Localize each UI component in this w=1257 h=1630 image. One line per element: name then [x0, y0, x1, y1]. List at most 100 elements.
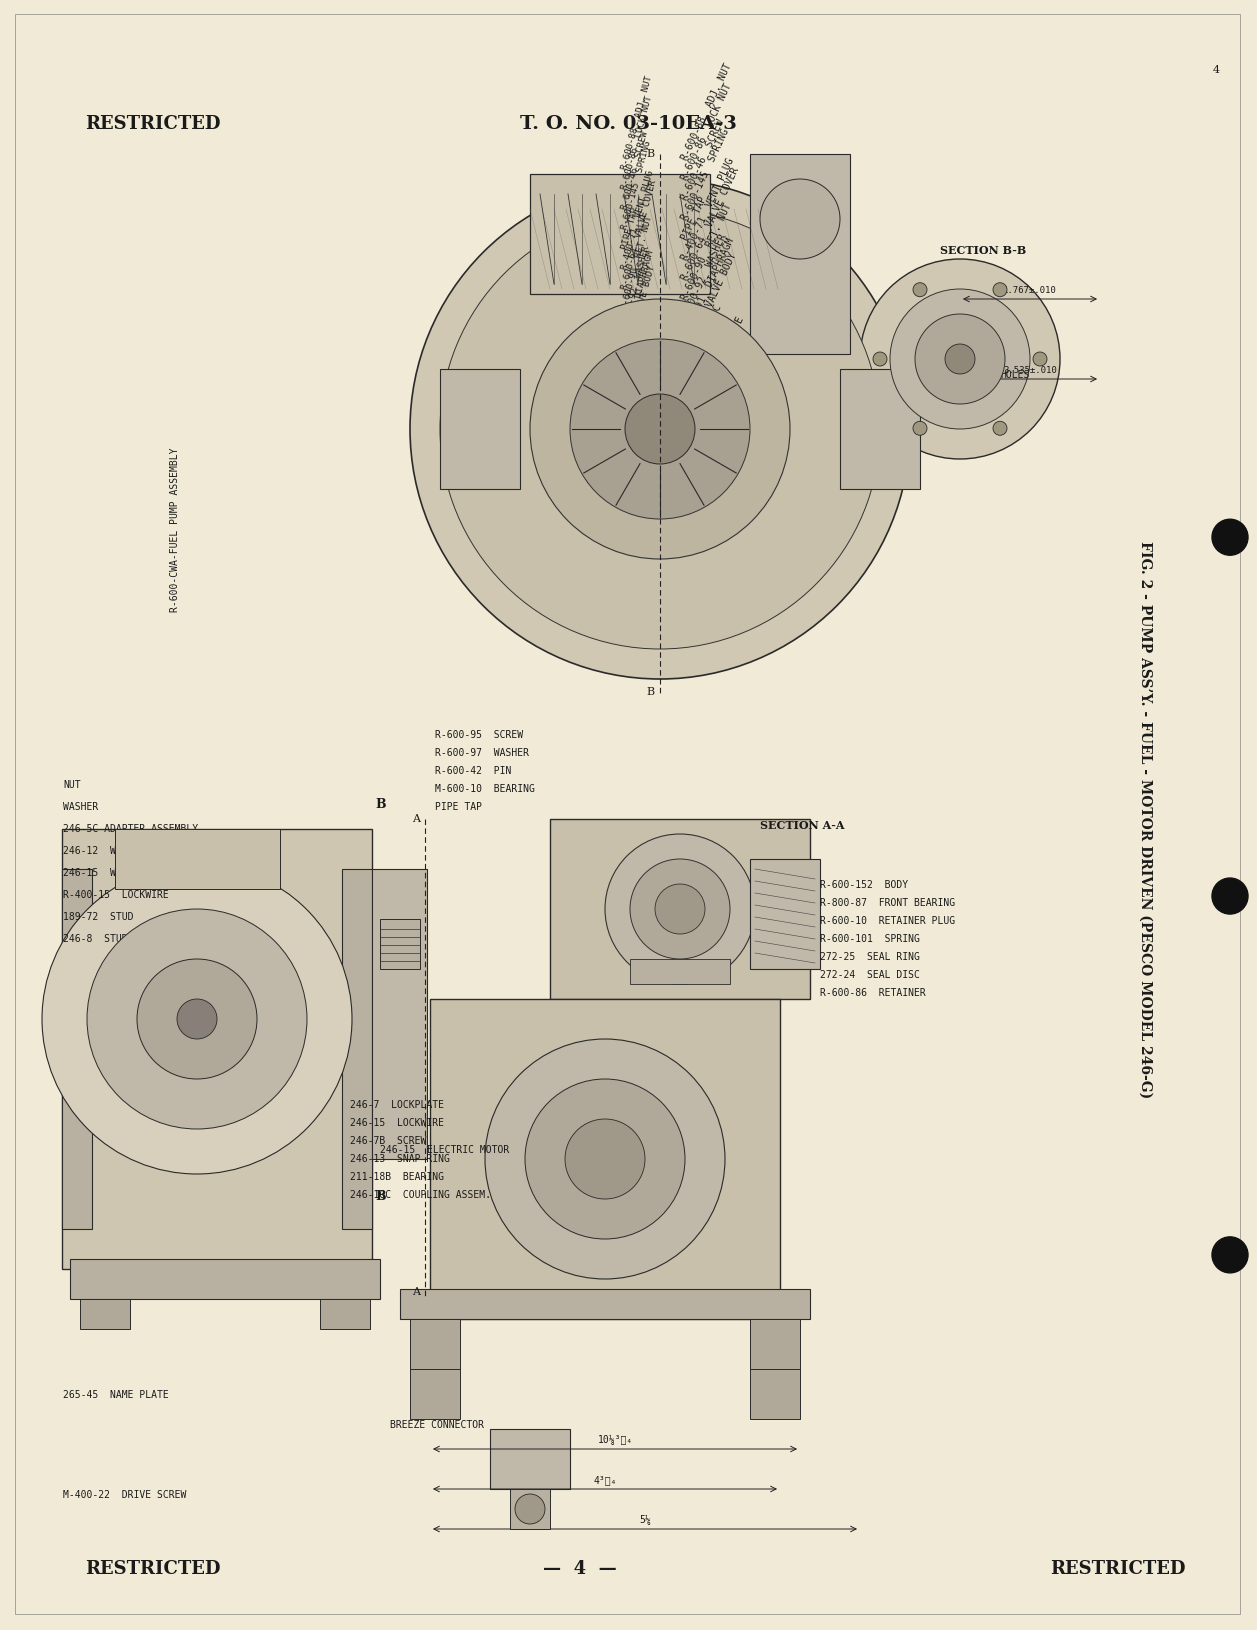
- Circle shape: [177, 999, 217, 1040]
- Text: 10⅛³⁄₄: 10⅛³⁄₄: [597, 1434, 632, 1444]
- Circle shape: [993, 422, 1007, 435]
- Bar: [380, 919, 420, 970]
- Circle shape: [760, 179, 840, 259]
- Bar: [342, 869, 372, 1229]
- Text: R-600-91  DIAPHRAGM: R-600-91 DIAPHRAGM: [620, 249, 655, 350]
- Text: R-400-71  VENT PLUG: R-400-71 VENT PLUG: [620, 170, 655, 271]
- Bar: [372, 869, 427, 1159]
- Circle shape: [890, 290, 1029, 430]
- Text: R-600-90  RET. NUT: R-600-90 RET. NUT: [680, 202, 734, 302]
- Bar: [62, 869, 92, 1229]
- Text: SECTION B-B: SECTION B-B: [940, 244, 1026, 256]
- Text: R-600-92  WASHER: R-600-92 WASHER: [620, 244, 651, 331]
- Text: B: B: [375, 1190, 386, 1203]
- Circle shape: [945, 346, 975, 375]
- Text: R-600-122  SPRING: R-600-122 SPRING: [680, 328, 732, 422]
- Circle shape: [137, 960, 256, 1079]
- Text: M-600-4C  BLADE: M-600-4C BLADE: [620, 390, 650, 469]
- Text: 3.535±.010: 3.535±.010: [1003, 365, 1057, 375]
- Text: NUT: NUT: [63, 779, 80, 789]
- Text: 246-15  ELECTRIC MOTOR: 246-15 ELECTRIC MOTOR: [380, 1144, 509, 1154]
- Circle shape: [485, 1040, 725, 1280]
- Circle shape: [605, 835, 755, 985]
- Text: R-600-46  SCREW: R-600-46 SCREW: [620, 130, 650, 210]
- Text: 265-45  NAME PLATE: 265-45 NAME PLATE: [63, 1389, 168, 1399]
- Text: 246-13  SNAP RING: 246-13 SNAP RING: [349, 1154, 450, 1164]
- Circle shape: [525, 1079, 685, 1239]
- Text: 4³⁄₄: 4³⁄₄: [593, 1474, 617, 1483]
- Text: M-400-22  DRIVE SCREW: M-400-22 DRIVE SCREW: [63, 1490, 186, 1500]
- Circle shape: [1033, 352, 1047, 367]
- Circle shape: [655, 885, 705, 934]
- Text: 211-18B  BEARING: 211-18B BEARING: [349, 1172, 444, 1182]
- Bar: [70, 1260, 380, 1299]
- Text: R-600-86  LOCK NUT: R-600-86 LOCK NUT: [680, 82, 734, 183]
- Text: PIPE TAP: PIPE TAP: [680, 196, 709, 243]
- Bar: [490, 1430, 569, 1490]
- Text: 4: 4: [1213, 65, 1221, 75]
- Text: R-600-3  ROTOR: R-600-3 ROTOR: [620, 435, 649, 510]
- Text: BREEZE CONNECTOR: BREEZE CONNECTOR: [390, 1420, 484, 1430]
- Text: R-600-64  VALVE COVER: R-600-64 VALVE COVER: [620, 179, 657, 290]
- Text: R-400-71  VENT PLUG: R-400-71 VENT PLUG: [680, 156, 737, 262]
- Text: B: B: [647, 686, 655, 696]
- Bar: [750, 1369, 799, 1420]
- Text: 5⅙: 5⅙: [639, 1514, 651, 1524]
- Text: R-600-89B  RELIEF VALVE: R-600-89B RELIEF VALVE: [620, 328, 661, 450]
- Circle shape: [569, 339, 750, 520]
- Text: R-600-110  CENTER PIN: R-600-110 CENTER PIN: [680, 425, 742, 541]
- Text: 246-10C  COUPLING ASSEM.: 246-10C COUPLING ASSEM.: [349, 1190, 491, 1200]
- Text: R-600-145  SPRING: R-600-145 SPRING: [680, 127, 732, 222]
- Text: R-600-97  WASHER: R-600-97 WASHER: [435, 748, 529, 758]
- Text: R-600-92  WASHER: R-600-92 WASHER: [680, 233, 729, 323]
- Circle shape: [87, 910, 307, 1130]
- Bar: [400, 1289, 810, 1319]
- Text: R-600-90  RET. NUT: R-600-90 RET. NUT: [620, 215, 654, 310]
- Circle shape: [913, 422, 926, 435]
- Bar: [410, 1319, 460, 1369]
- Text: M-600-5  SLEEVE: M-600-5 SLEEVE: [620, 409, 650, 491]
- Circle shape: [41, 864, 352, 1174]
- Text: R-600-82A BODY: R-600-82A BODY: [680, 443, 724, 522]
- Text: A: A: [412, 813, 420, 823]
- Bar: [750, 1319, 799, 1369]
- Text: PIPE TAP: PIPE TAP: [435, 802, 481, 812]
- Circle shape: [625, 394, 695, 465]
- Text: R-600-122  SPRING: R-600-122 SPRING: [620, 339, 652, 430]
- Circle shape: [564, 1120, 645, 1200]
- Bar: [410, 1369, 460, 1420]
- Text: 246-7  LOCKPLATE: 246-7 LOCKPLATE: [349, 1099, 444, 1110]
- Text: R-600-101  SPRING: R-600-101 SPRING: [820, 934, 920, 944]
- Text: FIG. 2 - PUMP ASS’Y. - FUEL - MOTOR DRIVEN (PESCO MODEL 246-G): FIG. 2 - PUMP ASS’Y. - FUEL - MOTOR DRIV…: [1138, 541, 1151, 1099]
- Bar: [440, 370, 520, 489]
- Text: PIPE TAP: PIPE TAP: [620, 207, 640, 249]
- Bar: [114, 830, 280, 890]
- Text: WASHER: WASHER: [63, 802, 98, 812]
- Text: R-600-86  RETAINER: R-600-86 RETAINER: [820, 988, 925, 998]
- Circle shape: [410, 179, 910, 680]
- Circle shape: [630, 859, 730, 960]
- Text: 1.767±.010: 1.767±.010: [1003, 285, 1057, 295]
- Text: R-600-63A VALVE BODY: R-600-63A VALVE BODY: [620, 264, 656, 370]
- Text: R-600-82A BODY: R-600-82A BODY: [620, 455, 649, 530]
- Text: R-600-91  DIAPHRAGM: R-600-91 DIAPHRAGM: [680, 236, 737, 342]
- Circle shape: [440, 210, 880, 650]
- Text: B: B: [375, 797, 386, 810]
- Bar: [430, 999, 781, 1319]
- Bar: [530, 174, 710, 295]
- Circle shape: [1212, 520, 1248, 556]
- Circle shape: [515, 1495, 546, 1524]
- Text: R-600-145  SPRING: R-600-145 SPRING: [620, 140, 652, 230]
- Text: 246-8  STUD: 246-8 STUD: [63, 934, 128, 944]
- Text: 189-72  STUD: 189-72 STUD: [63, 911, 133, 921]
- Text: R-600-21  DISC: R-600-21 DISC: [620, 315, 649, 390]
- Bar: [321, 1299, 370, 1328]
- Text: RESTRICTED: RESTRICTED: [1050, 1558, 1185, 1578]
- Text: M-600-10  BEARING: M-600-10 BEARING: [435, 784, 535, 794]
- Text: 246-5C ADAPTER ASSEMBLY: 246-5C ADAPTER ASSEMBLY: [63, 823, 199, 833]
- Bar: [62, 830, 372, 1270]
- Bar: [80, 1299, 129, 1328]
- Text: RESTRICTED: RESTRICTED: [85, 116, 220, 134]
- Text: A: A: [412, 1286, 420, 1296]
- Text: 272-25  SEAL RING: 272-25 SEAL RING: [820, 952, 920, 962]
